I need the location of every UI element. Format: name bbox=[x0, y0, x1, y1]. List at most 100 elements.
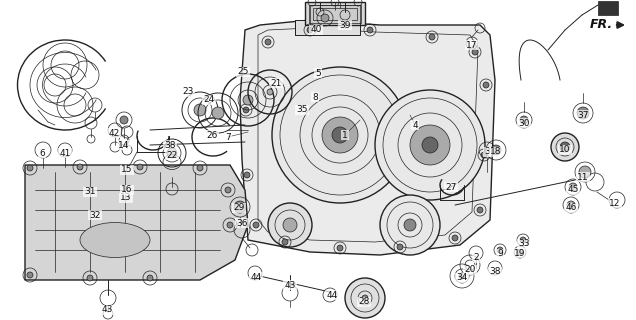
Circle shape bbox=[491, 145, 501, 155]
Text: 21: 21 bbox=[270, 78, 282, 87]
Text: 9: 9 bbox=[497, 250, 503, 259]
Circle shape bbox=[194, 104, 206, 116]
Text: 41: 41 bbox=[59, 148, 71, 157]
Polygon shape bbox=[240, 20, 495, 255]
Text: 39: 39 bbox=[339, 20, 350, 29]
Bar bbox=[598, 1, 618, 15]
Text: 11: 11 bbox=[577, 172, 589, 181]
Circle shape bbox=[243, 107, 249, 113]
Polygon shape bbox=[295, 20, 360, 35]
Text: 45: 45 bbox=[567, 186, 579, 195]
Circle shape bbox=[569, 183, 577, 191]
Circle shape bbox=[517, 249, 523, 255]
Circle shape bbox=[283, 218, 297, 232]
Circle shape bbox=[147, 275, 153, 281]
Text: 7: 7 bbox=[225, 132, 231, 141]
Circle shape bbox=[497, 247, 503, 253]
Text: 24: 24 bbox=[204, 95, 214, 105]
Bar bbox=[313, 8, 357, 20]
Text: 43: 43 bbox=[101, 306, 113, 315]
Circle shape bbox=[234, 201, 246, 213]
Text: 37: 37 bbox=[577, 110, 589, 119]
Circle shape bbox=[520, 116, 528, 124]
Text: 2: 2 bbox=[473, 253, 479, 262]
Text: 46: 46 bbox=[565, 204, 577, 212]
Text: 19: 19 bbox=[515, 249, 526, 258]
Circle shape bbox=[137, 164, 143, 170]
Circle shape bbox=[332, 127, 348, 143]
Circle shape bbox=[452, 235, 458, 241]
Text: 15: 15 bbox=[121, 165, 133, 174]
Circle shape bbox=[422, 137, 438, 153]
Circle shape bbox=[322, 117, 358, 153]
Circle shape bbox=[244, 172, 250, 178]
Circle shape bbox=[77, 164, 83, 170]
Bar bbox=[310, 5, 360, 25]
Text: 38: 38 bbox=[489, 268, 501, 276]
Circle shape bbox=[120, 116, 128, 124]
Circle shape bbox=[410, 125, 450, 165]
Circle shape bbox=[567, 201, 575, 209]
Text: 43: 43 bbox=[284, 281, 296, 290]
Text: 8: 8 bbox=[312, 92, 318, 101]
Text: 38: 38 bbox=[164, 140, 176, 149]
Circle shape bbox=[253, 222, 259, 228]
Text: 32: 32 bbox=[89, 211, 100, 220]
Text: 28: 28 bbox=[358, 298, 370, 307]
Text: 5: 5 bbox=[315, 68, 321, 77]
Circle shape bbox=[483, 82, 489, 88]
Circle shape bbox=[167, 148, 177, 158]
Text: 23: 23 bbox=[183, 87, 194, 97]
Text: 31: 31 bbox=[84, 188, 96, 196]
Circle shape bbox=[459, 273, 465, 279]
Circle shape bbox=[380, 195, 440, 255]
Circle shape bbox=[551, 133, 579, 161]
Circle shape bbox=[337, 245, 343, 251]
Text: 1: 1 bbox=[342, 131, 348, 140]
Circle shape bbox=[267, 89, 273, 95]
Text: 16: 16 bbox=[121, 186, 133, 195]
Circle shape bbox=[197, 165, 203, 171]
Circle shape bbox=[429, 34, 435, 40]
Circle shape bbox=[477, 207, 483, 213]
Circle shape bbox=[560, 142, 570, 152]
Bar bbox=[309, 5, 361, 23]
Text: 36: 36 bbox=[236, 219, 248, 228]
Text: 25: 25 bbox=[237, 68, 249, 76]
Polygon shape bbox=[25, 165, 248, 280]
Circle shape bbox=[282, 239, 288, 245]
Circle shape bbox=[375, 90, 485, 200]
Circle shape bbox=[212, 107, 224, 119]
Text: 13: 13 bbox=[120, 194, 132, 203]
Text: 6: 6 bbox=[39, 148, 45, 157]
Circle shape bbox=[321, 14, 329, 22]
Circle shape bbox=[243, 95, 253, 105]
Text: 3: 3 bbox=[484, 148, 490, 156]
Text: 35: 35 bbox=[296, 106, 308, 115]
Circle shape bbox=[268, 203, 312, 247]
Text: 22: 22 bbox=[167, 150, 177, 159]
Circle shape bbox=[27, 272, 33, 278]
Text: 27: 27 bbox=[445, 182, 457, 191]
Text: 26: 26 bbox=[206, 131, 218, 140]
Text: 40: 40 bbox=[310, 26, 322, 35]
Ellipse shape bbox=[80, 222, 150, 258]
Circle shape bbox=[272, 67, 408, 203]
Circle shape bbox=[481, 152, 487, 158]
Text: 33: 33 bbox=[518, 239, 530, 249]
Text: FR.: FR. bbox=[590, 19, 613, 31]
Text: 29: 29 bbox=[233, 204, 245, 212]
Circle shape bbox=[87, 275, 93, 281]
Circle shape bbox=[362, 295, 368, 301]
Text: 18: 18 bbox=[490, 148, 502, 156]
Circle shape bbox=[579, 166, 591, 178]
Text: 44: 44 bbox=[251, 273, 261, 282]
Text: 42: 42 bbox=[108, 129, 120, 138]
Text: 30: 30 bbox=[518, 118, 530, 127]
Circle shape bbox=[307, 27, 313, 33]
Text: 10: 10 bbox=[559, 146, 570, 155]
Text: 14: 14 bbox=[118, 140, 130, 149]
Polygon shape bbox=[305, 2, 365, 25]
Circle shape bbox=[265, 39, 271, 45]
Text: 34: 34 bbox=[456, 274, 467, 283]
